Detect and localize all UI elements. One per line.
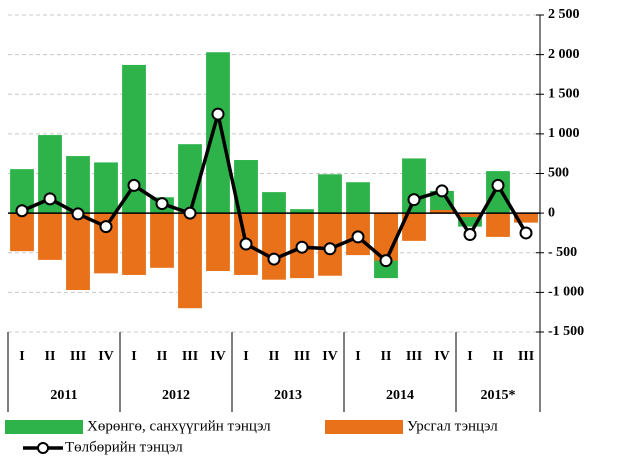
line-marker: [379, 254, 393, 268]
bar: [234, 160, 258, 214]
bar: [262, 213, 286, 280]
bar: [38, 135, 62, 214]
line-marker: [211, 107, 225, 121]
bar: [66, 213, 90, 290]
bar: [486, 171, 510, 214]
x-tick-label: II: [269, 349, 280, 364]
group-label: 2015*: [481, 388, 516, 403]
line-marker: [407, 193, 421, 207]
y-tick-label: 2 000: [548, 47, 580, 62]
y-tick-label: 1 000: [548, 126, 580, 141]
x-tick-label: I: [467, 349, 472, 364]
bar: [514, 213, 538, 223]
x-tick-label: IV: [210, 349, 226, 364]
legend-label: Хөрөнгө, санхүүгийн тэнцэл: [87, 418, 271, 434]
x-tick-label: II: [493, 349, 504, 364]
bar: [122, 64, 146, 214]
legend-swatch: [325, 420, 403, 434]
bar: [430, 209, 454, 214]
bar: [290, 209, 314, 214]
line-marker: [127, 178, 141, 192]
y-tick-label: 0: [548, 205, 555, 220]
line-marker: [183, 206, 197, 220]
line-marker: [99, 220, 113, 234]
bar: [38, 213, 62, 260]
bar: [10, 213, 34, 252]
x-tick-label: II: [45, 349, 56, 364]
line-marker: [351, 230, 365, 244]
bar: [10, 169, 34, 214]
bar: [150, 213, 174, 268]
bar: [206, 213, 230, 271]
x-tick-label: IV: [322, 349, 338, 364]
line-marker: [491, 178, 505, 192]
legend-swatch: [37, 442, 49, 454]
bar: [262, 192, 286, 214]
y-tick-label: 2 500: [548, 7, 580, 22]
x-tick-label: III: [294, 349, 310, 364]
bar: [402, 213, 426, 241]
bar: [458, 213, 482, 218]
group-label: 2012: [162, 388, 190, 403]
y-tick-label: -1 500: [548, 324, 584, 339]
bar: [206, 52, 230, 214]
bar: [94, 162, 118, 214]
bar: [318, 174, 342, 214]
line-marker: [435, 184, 449, 198]
legend-swatch: [5, 420, 83, 434]
line-marker: [519, 226, 533, 240]
line-marker: [463, 228, 477, 242]
x-tick-label: I: [355, 349, 360, 364]
bar: [346, 182, 370, 214]
x-tick-label: II: [381, 349, 392, 364]
line-marker: [15, 204, 29, 218]
legend-label: Төлбөрийн тэнцэл: [65, 439, 183, 455]
x-tick-label: I: [243, 349, 248, 364]
x-tick-label: III: [406, 349, 422, 364]
y-tick-label: - 500: [548, 245, 577, 260]
bar: [66, 156, 90, 214]
line-marker: [295, 240, 309, 254]
bar: [122, 213, 146, 275]
y-tick-label: 500: [548, 166, 569, 181]
line-marker: [323, 242, 337, 256]
line-marker: [71, 207, 85, 221]
line-marker: [267, 252, 281, 266]
line-marker: [239, 237, 253, 251]
line-marker: [43, 192, 57, 206]
x-tick-label: III: [70, 349, 86, 364]
legend-label: Урсгал тэнцэл: [407, 418, 498, 434]
bar: [430, 190, 454, 214]
x-tick-label: III: [182, 349, 198, 364]
x-tick-label: I: [19, 349, 24, 364]
bar: [486, 213, 510, 237]
group-label: 2013: [274, 388, 302, 403]
x-tick-label: III: [518, 349, 534, 364]
line-marker: [155, 197, 169, 211]
bar: [178, 213, 202, 309]
x-tick-label: IV: [434, 349, 450, 364]
group-label: 2011: [50, 388, 77, 403]
x-tick-label: I: [131, 349, 136, 364]
x-tick-label: IV: [98, 349, 114, 364]
x-tick-label: II: [157, 349, 168, 364]
group-label: 2014: [386, 388, 414, 403]
y-tick-label: -1 000: [548, 285, 584, 300]
y-tick-label: 1 500: [548, 86, 580, 101]
